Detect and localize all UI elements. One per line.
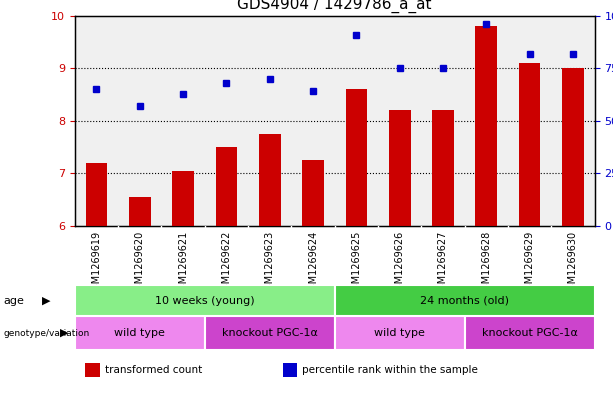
Bar [129,197,151,226]
Text: genotype/variation: genotype/variation [3,329,89,338]
Bar [172,171,194,226]
Bar [335,316,465,350]
Bar [216,147,237,226]
Text: transformed count: transformed count [105,365,202,375]
Text: 10 weeks (young): 10 weeks (young) [155,296,254,306]
Text: GSM1269622: GSM1269622 [221,231,231,296]
Text: GSM1269624: GSM1269624 [308,231,318,296]
Bar [259,134,281,226]
Text: wild type: wild type [375,328,425,338]
Text: GSM1269625: GSM1269625 [351,231,361,296]
Text: GSM1269620: GSM1269620 [135,231,145,296]
Bar [476,26,497,226]
Bar [85,362,100,376]
Bar [302,160,324,226]
Text: ▶: ▶ [42,296,50,306]
Text: ▶: ▶ [60,328,69,338]
Text: GSM1269619: GSM1269619 [91,231,101,296]
Text: percentile rank within the sample: percentile rank within the sample [302,365,478,375]
Bar [75,316,205,350]
Text: 24 months (old): 24 months (old) [420,296,509,306]
Bar [205,316,335,350]
Bar [86,163,107,226]
Text: GSM1269627: GSM1269627 [438,231,448,296]
Bar [519,63,541,226]
Bar [562,68,584,226]
Text: GSM1269626: GSM1269626 [395,231,405,296]
Text: GSM1269621: GSM1269621 [178,231,188,296]
Title: GDS4904 / 1429786_a_at: GDS4904 / 1429786_a_at [237,0,432,13]
Text: GSM1269629: GSM1269629 [525,231,535,296]
Bar [75,285,335,316]
Bar [283,362,297,376]
Bar [432,110,454,226]
Text: GSM1269630: GSM1269630 [568,231,578,296]
Text: GSM1269628: GSM1269628 [481,231,491,296]
Text: age: age [3,296,24,306]
Text: wild type: wild type [115,328,165,338]
Bar [346,89,367,226]
Text: knockout PGC-1α: knockout PGC-1α [222,328,318,338]
Bar [465,316,595,350]
Text: knockout PGC-1α: knockout PGC-1α [482,328,577,338]
Text: GSM1269623: GSM1269623 [265,231,275,296]
Bar [335,285,595,316]
Bar [389,110,411,226]
